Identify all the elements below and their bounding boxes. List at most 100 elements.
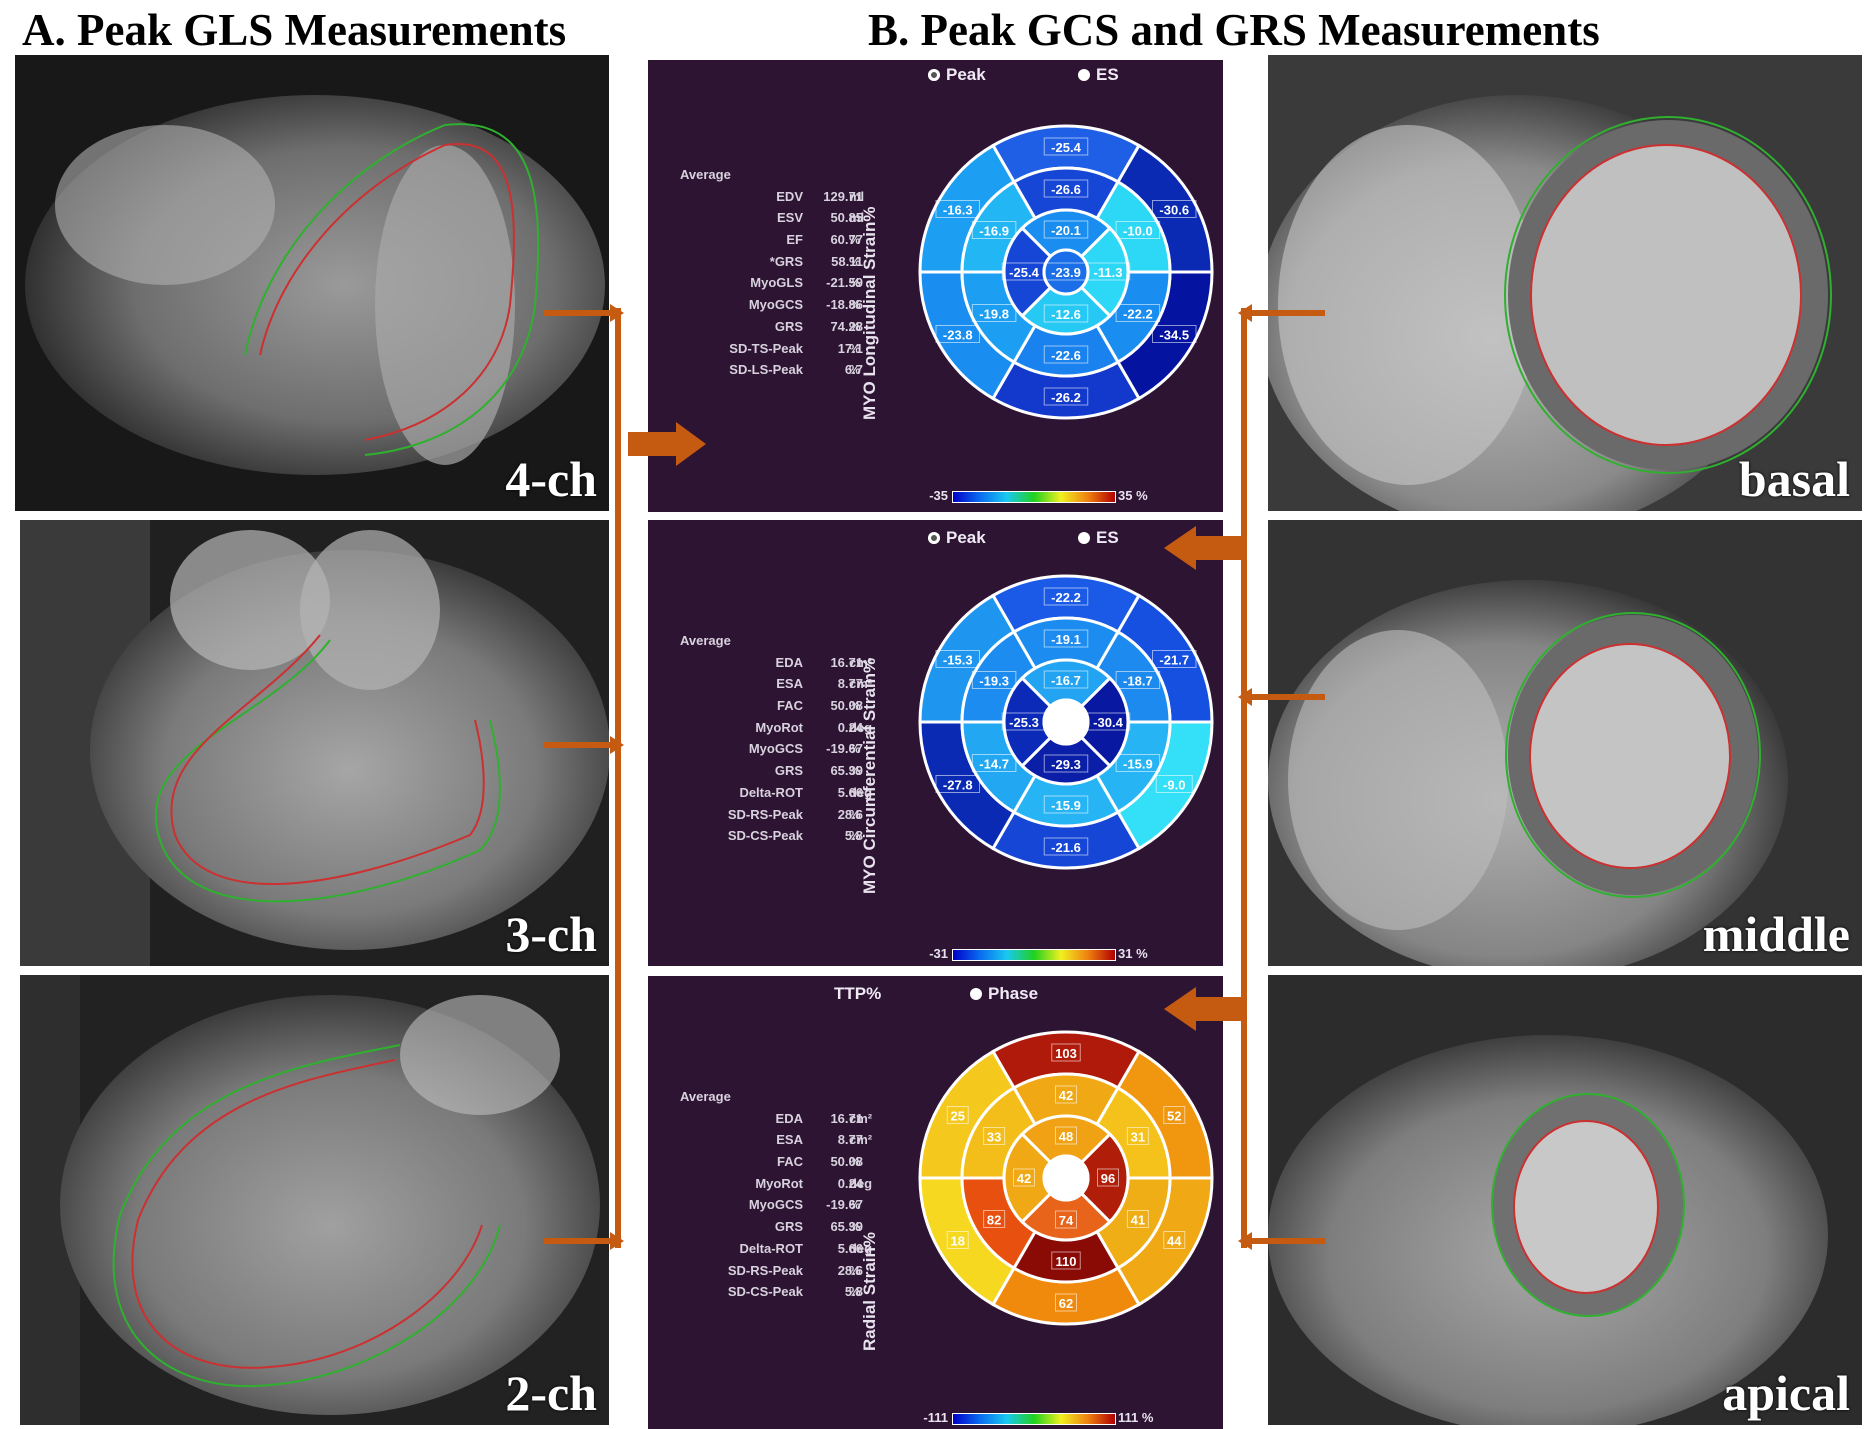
segment-value-box [1055, 1126, 1077, 1145]
es-radio[interactable]: ES [1078, 528, 1119, 548]
mri-2ch-image [20, 975, 609, 1425]
stat-label: EDV [776, 188, 803, 204]
segment-value-box [935, 200, 980, 218]
apex-segment [1042, 1154, 1090, 1202]
stat-value: 8.77 [837, 1132, 863, 1148]
segment-value: -18.7 [1123, 674, 1153, 689]
color-scale: -111 111 % [923, 1410, 1154, 1425]
segment-value: -22.2 [1051, 590, 1081, 605]
stats-row: ESA 8.77 cm² [668, 1129, 898, 1151]
segment-value-box [1163, 1106, 1186, 1124]
segment-value-box [1152, 650, 1197, 668]
stats-row: ESA 8.77 cm² [668, 673, 898, 695]
circumferential-strain-panel: Peak ES Average EDA 16.71 cm² ESA 8.77 cm² FAC 5… [648, 520, 1223, 966]
stat-unit: % [849, 698, 861, 714]
segment-value: -19.3 [979, 674, 1009, 689]
segment-value-box [1043, 629, 1089, 648]
segment-value-box [1055, 1210, 1077, 1229]
stat-unit: deg [849, 1240, 873, 1256]
stat-unit: % [849, 1219, 861, 1235]
phase-radio[interactable]: Phase [970, 984, 1038, 1004]
segment-value: -26.6 [1051, 182, 1081, 197]
stat-unit: % [849, 828, 861, 844]
stats-row: MyoGLS -21.59% [668, 272, 898, 294]
stats-row: EF 60.77% [668, 229, 898, 251]
stat-value: 8.77 [837, 676, 863, 692]
arrow-to-gcs [1164, 526, 1244, 570]
stats-row: *GRS 58.11% [668, 251, 898, 273]
stat-label: EF [786, 232, 803, 248]
segment-value: -25.4 [1009, 265, 1039, 280]
mri-apical-view: apical [1268, 975, 1862, 1425]
view-label: middle [1702, 906, 1850, 962]
stat-label: *GRS [769, 253, 803, 269]
stat-value: 65.39 [830, 1219, 863, 1235]
segment-value-box [1051, 1251, 1081, 1270]
peak-radio[interactable]: Peak [928, 528, 986, 548]
stat-value: 50.08 [830, 698, 863, 714]
segment-value: 41 [1131, 1213, 1145, 1228]
stats-row: MyoGCS -18.86% [668, 294, 898, 316]
mri-3ch-image [20, 520, 609, 966]
stat-unit: % [849, 763, 861, 779]
radial-strain-panel: TTP% Phase Average EDA 16.71 cm² ESA 8.77 cm² F… [648, 976, 1223, 1429]
right-connector [1241, 308, 1325, 1248]
stat-unit: % [849, 297, 861, 313]
stats-table: Average EDA 16.71 cm² ESA 8.77 cm² FAC 50.08% Myo… [668, 1086, 898, 1303]
mri-3ch-view: 3-ch [20, 520, 609, 966]
segment-value: -22.2 [1123, 307, 1153, 322]
segment-value-box [1043, 137, 1089, 156]
peak-radio[interactable]: Peak [928, 65, 986, 85]
stats-row: MyoGCS -19.67% [668, 1194, 898, 1216]
segment-value: -22.6 [1051, 348, 1081, 363]
stats-row: SD-LS-Peak 6.7% [668, 359, 898, 381]
stat-label: MyoGLS [750, 275, 803, 291]
mri-4ch-image [15, 55, 609, 511]
segment-value: -16.9 [979, 224, 1009, 239]
stat-value: 65.39 [830, 763, 863, 779]
main-right-arrow [628, 422, 706, 466]
segment-value-box [971, 671, 1017, 689]
segment-value-box [935, 325, 980, 343]
segment-value: -14.7 [979, 757, 1009, 772]
segment-value: 103 [1055, 1046, 1077, 1061]
stat-label: Delta-ROT [739, 784, 803, 800]
stats-row: SD-CS-Peak 5.8% [668, 1281, 898, 1303]
segment-value: 48 [1059, 1129, 1073, 1144]
stat-unit: deg [849, 1175, 873, 1191]
stats-table: Average EDA 16.71 cm² ESA 8.77 cm² FAC 50.08% Myo… [668, 630, 898, 847]
stats-row: SD-TS-Peak 17.1% [668, 338, 898, 360]
stat-value: 50.85 [830, 210, 863, 226]
segment-value-box [971, 221, 1017, 239]
stat-label: GRS [774, 763, 803, 779]
stat-label: Delta-ROT [739, 1240, 803, 1256]
segment-value: -12.6 [1051, 307, 1081, 322]
stats-row: ESV 50.85 ml [668, 207, 898, 229]
stat-unit: cm² [849, 654, 873, 670]
left-connector [544, 308, 621, 1248]
segment-value: 44 [1167, 1234, 1182, 1249]
stat-value: 5.66 [837, 1240, 863, 1256]
stats-row: FAC 50.08% [668, 1151, 898, 1173]
stat-value: -21.59 [826, 275, 863, 291]
stat-value: 17.1 [837, 340, 863, 356]
mri-basal-view: basal [1268, 55, 1862, 511]
stat-value: 60.77 [830, 232, 863, 248]
segment-value-box [946, 1106, 969, 1124]
segment-value: -15.3 [943, 653, 973, 668]
stat-value: 16.71 [830, 654, 863, 670]
segment-value: -29.3 [1051, 757, 1081, 772]
stat-unit: ml [849, 210, 865, 226]
stat-value: 28.6 [837, 1262, 863, 1278]
segment-value: -11.3 [1094, 265, 1123, 280]
segment-value: -16.7 [1051, 673, 1081, 688]
segment-value-box [935, 650, 980, 668]
stat-label: ESV [776, 210, 803, 226]
stat-label: FAC [777, 698, 803, 714]
stats-row: MyoRot 0.24 deg [668, 717, 898, 739]
stat-value: 5.8 [844, 828, 863, 844]
ttp-radio[interactable]: TTP% [834, 984, 882, 1003]
segment-value-box [1055, 1085, 1077, 1104]
view-label: 4-ch [505, 451, 597, 507]
es-radio[interactable]: ES [1078, 65, 1119, 85]
